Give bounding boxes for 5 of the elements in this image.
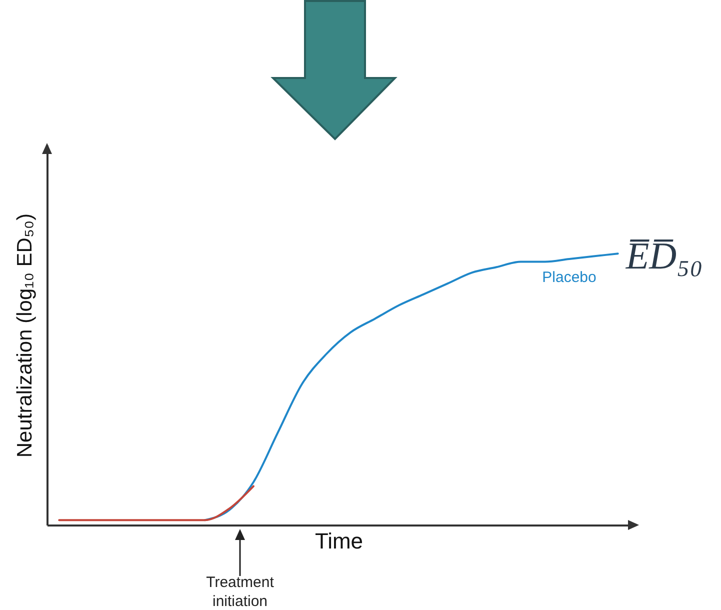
y-axis-title: Neutralization (log₁₀ ED₅₀) — [14, 213, 36, 458]
series-label: Placebo — [542, 269, 596, 286]
annotation: E̅D̅₅₀ — [624, 236, 703, 278]
text: Treatment initiation — [206, 574, 275, 610]
x-axis-title: Time — [314, 528, 364, 554]
